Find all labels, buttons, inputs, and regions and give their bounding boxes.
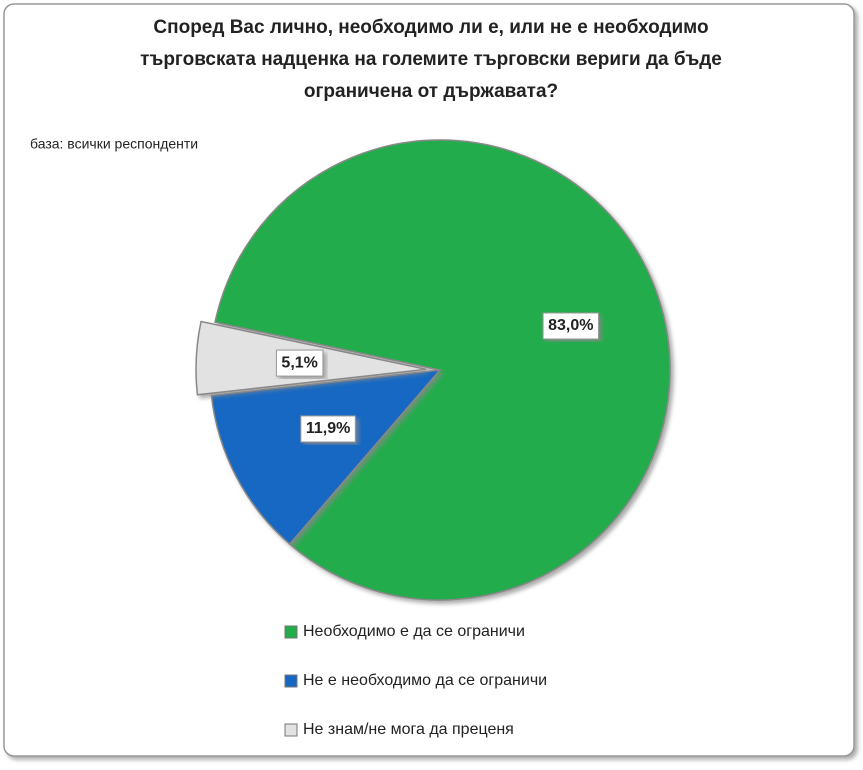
title-line: Според Вас лично, необходимо ли е, или н… [153,17,708,38]
data-label: 5,1% [275,349,324,377]
data-label-box [542,312,599,340]
pie-slice [210,369,442,546]
legend: Необходимо е да се ограничи Не е необходи… [284,623,547,738]
title: Според Вас лично, необходимо ли е, или н… [140,17,722,102]
legend-swatch [284,723,298,737]
pie: 83,0% 11,9% 5,1% [195,139,671,601]
title-line: ограничена от държавата? [304,81,558,102]
data-label: 11,9% [300,415,356,443]
data-label-box [275,349,324,377]
data-label-text: 5,1% [281,354,317,371]
legend-swatch [284,625,298,639]
data-label-text: 83,0% [548,317,593,334]
legend-label: Не знам/не мога да преценя [303,721,514,738]
title-line: търговската надценка на големите търговс… [140,49,722,70]
legend-label: Необходимо е да се ограничи [303,623,525,640]
data-label: 83,0% [542,312,599,340]
subtitle: база: всички респонденти [30,136,198,152]
legend-swatch [284,674,298,688]
legend-label: Не е необходимо да се ограничи [303,672,547,689]
pie-slice [214,139,671,601]
data-label-text: 11,9% [306,420,350,437]
data-label-box [300,415,356,443]
